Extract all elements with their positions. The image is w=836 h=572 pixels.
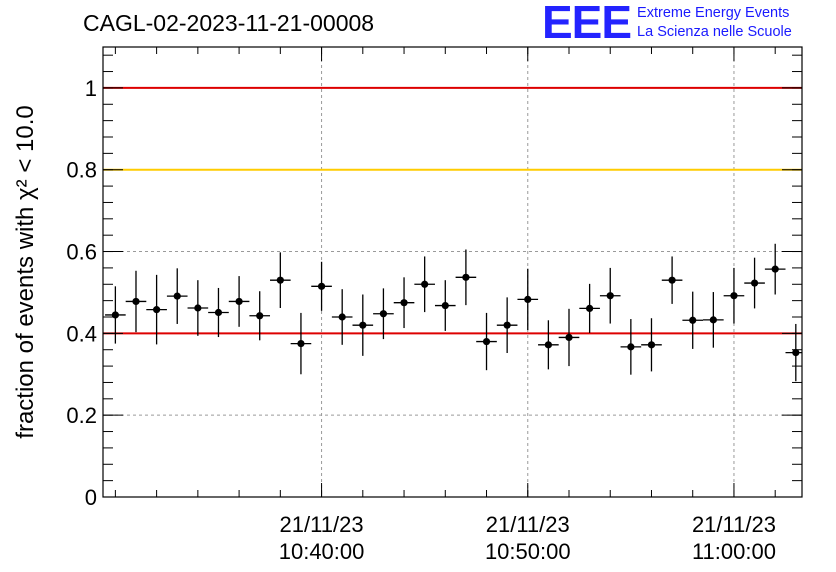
x-tick-label: 21/11/23 (692, 512, 776, 537)
data-point (290, 312, 312, 375)
data-point (599, 267, 621, 324)
x-tick-label: 21/11/23 (486, 512, 570, 537)
data-marker (379, 310, 388, 318)
data-point (105, 286, 126, 344)
chart-title: CAGL-02-2023-11-21-00008 (83, 10, 375, 36)
data-point (764, 243, 786, 295)
data-points (105, 243, 802, 382)
data-point (682, 291, 704, 349)
data-point (579, 283, 600, 333)
reference-lines (103, 86, 802, 335)
data-marker (771, 265, 779, 273)
data-point (125, 270, 147, 333)
data-marker (689, 316, 697, 324)
data-marker (586, 304, 594, 313)
y-tick-label: 0 (85, 485, 97, 510)
data-marker (256, 312, 264, 320)
data-marker (462, 273, 470, 281)
data-marker (668, 276, 676, 284)
data-point (744, 257, 765, 309)
data-marker (297, 339, 305, 348)
data-marker (792, 348, 800, 357)
data-point (249, 291, 271, 341)
data-marker (317, 282, 326, 290)
logo-line-1: Extreme Energy Events (637, 5, 790, 21)
data-marker (709, 316, 717, 324)
data-point (331, 289, 353, 345)
data-marker (565, 333, 573, 342)
data-point (661, 256, 683, 304)
data-point (538, 320, 559, 370)
plot-frame (102, 46, 803, 498)
data-point (352, 294, 374, 356)
data-point (414, 256, 435, 313)
data-marker (750, 279, 759, 287)
data-marker (400, 299, 408, 307)
data-marker (111, 311, 119, 319)
data-marker (503, 321, 511, 329)
y-tick-label: 1 (85, 76, 97, 101)
data-marker (235, 297, 243, 306)
data-marker (544, 341, 552, 349)
data-marker (276, 276, 284, 284)
data-marker (194, 304, 202, 312)
data-marker (524, 295, 532, 304)
eee-logo: EEE Extreme Energy Events La Scienza nel… (542, 0, 792, 48)
data-point (311, 261, 332, 311)
data-point (434, 280, 456, 331)
x-tick-label: 10:50:00 (485, 539, 571, 564)
data-point (228, 276, 250, 327)
data-marker (173, 292, 181, 300)
data-point (166, 268, 188, 324)
data-point (393, 277, 415, 329)
data-point (641, 318, 662, 372)
data-marker (132, 297, 140, 306)
y-axis-label: fraction of events with χ² < 10.0 (12, 105, 39, 438)
data-marker (338, 313, 346, 321)
data-marker (606, 292, 614, 300)
data-point (620, 319, 642, 375)
data-marker (647, 341, 656, 349)
data-marker (359, 321, 367, 329)
data-marker (214, 308, 223, 317)
y-tick-label: 0.2 (66, 403, 97, 428)
grid (103, 47, 802, 497)
data-point (373, 288, 394, 340)
data-point (187, 280, 209, 336)
data-marker (730, 292, 738, 300)
data-point (208, 287, 229, 338)
y-tick-label: 0.6 (66, 240, 97, 265)
data-point (558, 308, 580, 367)
x-tick-label: 10:40:00 (279, 539, 365, 564)
data-point (270, 252, 291, 308)
x-tick-label: 11:00:00 (692, 539, 776, 564)
data-point (703, 292, 724, 348)
data-marker (627, 343, 635, 351)
data-marker (421, 280, 429, 288)
data-point (517, 268, 539, 331)
data-point (476, 312, 497, 371)
x-tick-label: 21/11/23 (280, 512, 364, 537)
logo-text: Extreme Energy Events La Scienza nelle S… (637, 4, 792, 42)
data-point (455, 249, 477, 306)
data-point (496, 297, 518, 353)
logo-line-2: La Scienza nelle Scuole (637, 24, 792, 40)
data-point (723, 267, 745, 324)
data-point (146, 274, 167, 345)
data-marker (441, 301, 449, 310)
y-tick-label: 0.4 (66, 321, 97, 346)
logo-mark: EEE (542, 0, 632, 48)
data-marker (482, 337, 491, 346)
axes: 00.20.40.60.8121/11/2310:40:0021/11/2310… (66, 47, 802, 564)
y-tick-label: 0.8 (66, 158, 97, 183)
data-marker (153, 306, 161, 314)
